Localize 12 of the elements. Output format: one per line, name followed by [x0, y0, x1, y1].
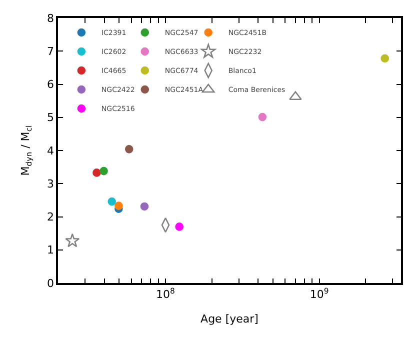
- y-tick-label: 5: [47, 111, 54, 124]
- y-tick-label: 3: [47, 177, 54, 190]
- y-tick-label: 6: [47, 78, 54, 92]
- y-tick-label: 4: [47, 144, 54, 158]
- y-tick-label: 1: [47, 244, 54, 257]
- y-tick-label: 2: [47, 210, 54, 224]
- y-tick-label: 0: [47, 276, 54, 290]
- y-tick-label: 7: [47, 44, 54, 58]
- x-axis-title: Age [year]: [200, 312, 258, 326]
- x-tick-label: 10$^{9}$: [310, 286, 329, 301]
- x-tick-label: 10$^{8}$: [156, 286, 176, 301]
- y-tick-label: 8: [47, 12, 54, 25]
